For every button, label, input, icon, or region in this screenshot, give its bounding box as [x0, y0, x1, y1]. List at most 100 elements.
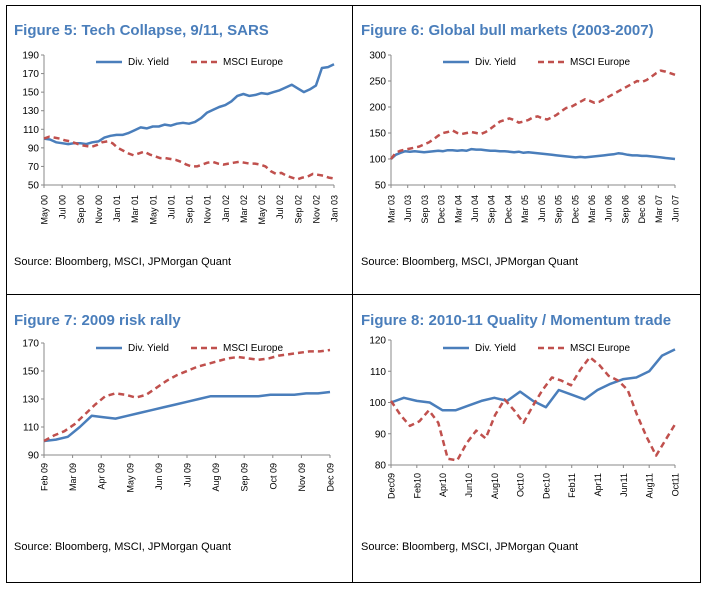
x-tick-label: Oct11: [671, 473, 681, 496]
legend-label: Div. Yield: [475, 343, 516, 354]
y-tick-label: 100: [369, 398, 386, 409]
panel-figure-8: Figure 8: 2010-11 Quality / Momentum tra…: [353, 295, 699, 584]
chart-figure-8: 80 90 100 110 120 Dec09 Feb10 Apr10 Jun10 Aug10 Oc…: [369, 336, 681, 500]
x-tick-label: May 02: [257, 195, 267, 225]
y-tick-label: 170: [22, 339, 39, 350]
legend-label: Div. Yield: [128, 57, 169, 68]
y-tick-label: 300: [369, 51, 386, 62]
x-tick-label: Sep 05: [554, 195, 564, 224]
y-tick-label: 170: [22, 69, 39, 80]
x-tick-label: Oct10: [516, 473, 526, 497]
x-tick-label: Sep 03: [420, 195, 430, 224]
x-tick-label: Dec 04: [503, 195, 513, 224]
x-tick-label: Apr 09: [97, 463, 107, 490]
x-tick-label: Jul 00: [58, 195, 68, 219]
x-tick-label: Nov 00: [94, 195, 104, 224]
y-tick-label: 150: [22, 367, 39, 378]
x-tick-label: May 01: [148, 195, 158, 225]
panel-source: Source: Bloomberg, MSCI, JPMorgan Quant: [14, 256, 232, 268]
y-tick-label: 50: [375, 181, 387, 192]
x-tick-label: Sep 01: [185, 195, 195, 224]
series-line-msci-europe: [43, 348, 331, 443]
x-tick-label: Jun 04: [470, 195, 480, 222]
y-tick-label: 110: [370, 367, 386, 378]
x-tick-label: Apr10: [438, 473, 448, 497]
y-tick-label: 90: [28, 451, 40, 462]
x-tick-label: Sep 02: [293, 195, 303, 224]
x-tick-label: Mar 07: [654, 195, 664, 223]
y-tick-label: 250: [369, 77, 386, 88]
y-tick-label: 200: [369, 103, 386, 114]
x-tick-label: Jan 02: [221, 195, 231, 222]
x-tick-label: Jun10: [464, 473, 474, 498]
x-tick-label: Mar 05: [520, 195, 530, 223]
x-tick-label: Jun 03: [403, 195, 413, 222]
x-tick-label: Dec10: [541, 473, 551, 499]
panel-figure-7: Figure 7: 2009 risk rally 90 110 130 150 170…: [6, 295, 352, 584]
y-tick-label: 120: [369, 336, 386, 347]
x-tick-label: Aug 09: [211, 463, 221, 492]
panel-title: Figure 5: Tech Collapse, 9/11, SARS: [14, 22, 269, 39]
x-tick-label: Jul 01: [166, 195, 176, 219]
y-tick-label: 90: [375, 429, 387, 440]
x-tick-label: Jun 07: [671, 195, 681, 222]
x-tick-label: Dec 09: [326, 463, 336, 492]
x-tick-label: Feb 09: [40, 463, 50, 491]
legend-label: MSCI Europe: [223, 343, 283, 354]
x-tick-label: Dec 06: [637, 195, 647, 224]
legend-label: MSCI Europe: [223, 57, 283, 68]
x-tick-label: May 00: [40, 195, 50, 225]
x-tick-label: Feb10: [412, 473, 422, 499]
y-tick-label: 100: [369, 155, 386, 166]
series-line-div-yield: [390, 147, 676, 161]
x-tick-label: Mar 09: [68, 463, 78, 491]
y-tick-label: 50: [28, 181, 40, 192]
legend-label: Div. Yield: [475, 57, 516, 68]
x-tick-label: Aug11: [645, 473, 655, 498]
x-tick-label: Mar 06: [587, 195, 597, 223]
x-tick-label: Dec 05: [570, 195, 580, 224]
series-line-msci-europe: [390, 69, 676, 160]
x-tick-label: Aug10: [490, 473, 500, 499]
y-tick-label: 150: [369, 129, 386, 140]
legend-label: MSCI Europe: [570, 343, 630, 354]
x-tick-label: Apr11: [593, 473, 603, 496]
y-tick-label: 130: [22, 106, 39, 117]
x-tick-label: Mar 03: [387, 195, 397, 223]
series-line-msci-europe: [389, 355, 677, 462]
panel-title: Figure 6: Global bull markets (2003-2007…: [361, 22, 654, 39]
legend-label: MSCI Europe: [570, 57, 630, 68]
y-tick-label: 70: [28, 162, 40, 173]
panel-source: Source: Bloomberg, MSCI, JPMorgan Quant: [14, 541, 232, 553]
x-tick-label: Mar 01: [130, 195, 140, 223]
x-tick-label: Jul 02: [275, 195, 285, 219]
panel-source: Source: Bloomberg, MSCI, JPMorgan Quant: [361, 541, 579, 553]
x-tick-label: Dec09: [387, 473, 397, 499]
x-tick-label: Mar 04: [453, 195, 463, 223]
panel-figure-5: Figure 5: Tech Collapse, 9/11, SARS 50 70…: [6, 5, 352, 294]
chart-figure-6: 50 100 150 200 250 300 Mar 03 Jun 03 Sep 03 Dec 0…: [369, 51, 681, 224]
chart-figure-7: 90 110 130 150 170 Feb 09 Mar 09 Apr 09 May 09 Ju…: [22, 339, 336, 493]
x-tick-label: Nov 02: [311, 195, 321, 224]
x-tick-label: Jun 06: [604, 195, 614, 222]
series-line-div-yield: [43, 390, 331, 443]
chart-figure-5: 50 70 90 110 130 150 170 190 May 00 Jul 00 Sep 00 N…: [22, 51, 340, 225]
y-tick-label: 150: [22, 88, 39, 99]
panel-figure-6: Figure 6: Global bull markets (2003-2007…: [353, 5, 699, 294]
x-tick-label: Jan 03: [330, 195, 340, 222]
x-tick-label: Nov 01: [203, 195, 213, 224]
y-tick-label: 190: [22, 51, 39, 62]
x-tick-label: Jun11: [619, 473, 629, 497]
x-tick-label: Nov 09: [297, 463, 307, 492]
x-tick-label: Sep 06: [620, 195, 630, 224]
y-tick-label: 90: [28, 143, 40, 154]
x-tick-label: Feb11: [567, 473, 577, 498]
series-line-div-yield: [43, 63, 335, 146]
legend-label: Div. Yield: [128, 343, 169, 354]
x-tick-label: Jan 01: [112, 195, 122, 222]
x-tick-label: Jun 05: [537, 195, 547, 222]
x-tick-label: Jun 09: [154, 463, 164, 490]
x-tick-label: Sep 00: [76, 195, 86, 224]
panel-source: Source: Bloomberg, MSCI, JPMorgan Quant: [361, 256, 579, 268]
y-tick-label: 80: [375, 461, 387, 472]
